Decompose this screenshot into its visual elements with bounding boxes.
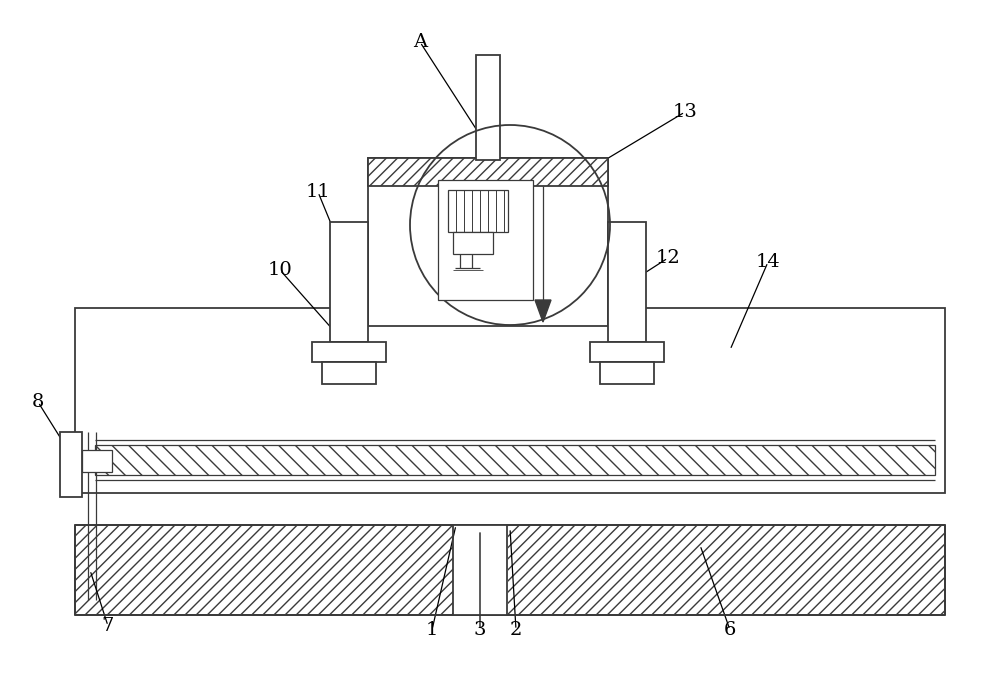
Bar [330,222,368,342]
Text: 2: 2 [510,621,522,639]
Bar [600,362,654,384]
Bar [60,432,82,497]
Bar [322,362,376,384]
Text: 6: 6 [724,621,736,639]
Text: 11: 11 [306,183,330,201]
Bar [95,445,935,475]
Bar [608,222,646,342]
Text: 7: 7 [102,617,114,635]
Text: 10: 10 [268,261,292,279]
Bar [312,342,386,362]
Bar [476,55,500,160]
Text: A: A [413,33,427,51]
Bar [590,342,664,362]
Text: 1: 1 [426,621,438,639]
Bar [75,525,945,615]
Text: 12: 12 [656,249,680,267]
Bar [438,180,533,300]
Bar [82,450,112,472]
Bar [453,232,493,254]
Text: 8: 8 [32,393,44,411]
Bar [368,158,608,326]
Bar [448,190,508,232]
Text: 3: 3 [474,621,486,639]
Text: 14: 14 [756,253,780,271]
Bar [368,158,608,186]
Polygon shape [535,300,551,322]
Bar [75,308,945,493]
Text: 13: 13 [673,103,697,121]
Bar [453,525,508,615]
